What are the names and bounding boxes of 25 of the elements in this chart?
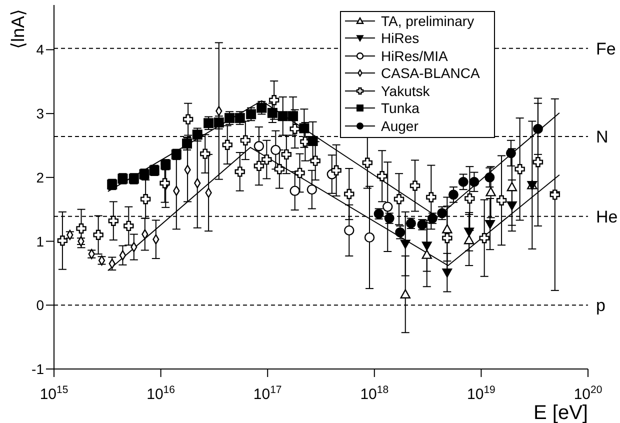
- x-tick-label: 10$^{20}$: [574, 384, 602, 403]
- y-tick-label: 3: [36, 106, 44, 122]
- legend-label: Tunka: [381, 100, 420, 116]
- legend-label: HiRes/MIA: [381, 48, 448, 64]
- y-tick-label: -1: [32, 360, 44, 377]
- legend-label: Yakutsk: [381, 82, 430, 99]
- x-tick-label: 10$^{18}$: [360, 384, 389, 403]
- ref-line-label: p: [596, 296, 606, 316]
- legend-label: CASA-BLANCA: [381, 65, 480, 82]
- x-tick-label: 10$^{19}$: [467, 384, 496, 403]
- y-tick-label: 0: [36, 297, 44, 314]
- ref-line-label: N: [596, 128, 608, 147]
- y-tick-label: 2: [36, 169, 44, 186]
- legend-label: Auger: [381, 118, 418, 134]
- y-axis-title: ⟨lnA⟩: [8, 9, 28, 50]
- legend-label: HiRes: [381, 30, 420, 46]
- y-tick-label: 4: [36, 42, 44, 58]
- ref-line-label: Fe: [596, 39, 616, 58]
- x-tick-label: 10$^{16}$: [146, 384, 176, 403]
- ref-line-label: He: [596, 207, 618, 226]
- legend-label: TA, preliminary: [381, 12, 474, 29]
- y-tick-label: 1: [36, 233, 44, 250]
- x-axis-title: E [eV]: [534, 402, 588, 423]
- x-tick-label: 10$^{15}$: [40, 384, 68, 403]
- x-tick-label: 10$^{17}$: [253, 384, 282, 403]
